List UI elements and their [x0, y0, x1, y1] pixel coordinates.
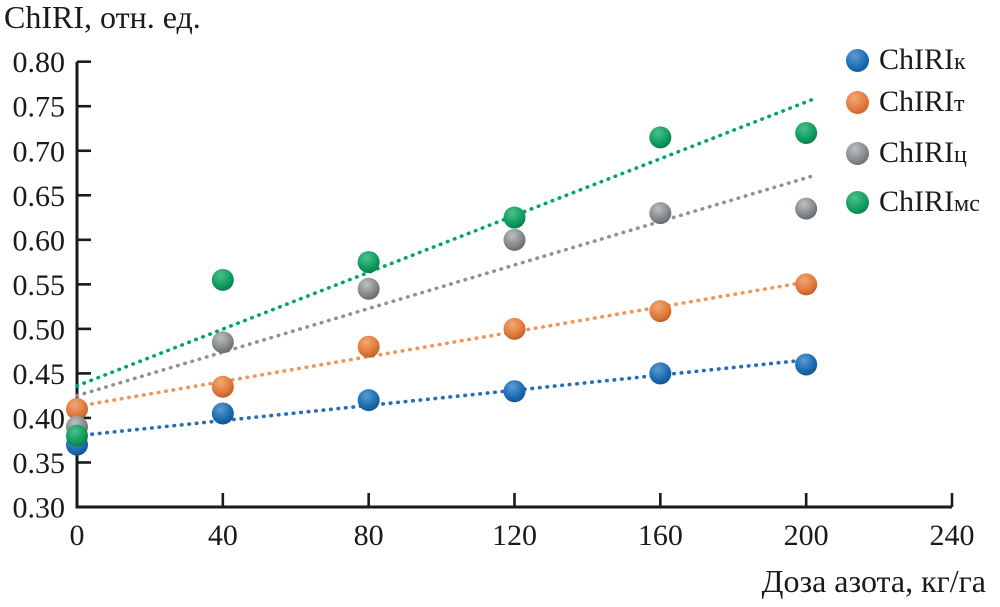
data-point: [211, 402, 234, 425]
legend-label: ChIRIк: [879, 43, 966, 76]
data-point: [649, 362, 672, 385]
series-ChIRIц: [66, 197, 818, 438]
y-tick-label: 0.60: [13, 224, 66, 257]
data-point: [503, 317, 526, 340]
series-ChIRIк: [66, 353, 818, 456]
trend-line-3: [75, 97, 816, 388]
x-tick-label: 200: [784, 519, 829, 552]
data-point: [211, 268, 234, 291]
y-tick-label: 0.35: [13, 447, 66, 480]
legend-marker-chiri-k: [846, 48, 869, 72]
data-point: [649, 300, 672, 323]
series-ChIRIмс: [66, 121, 818, 447]
y-tick-label: 0.80: [13, 46, 66, 79]
y-tick-label: 0.45: [13, 358, 66, 391]
x-tick-label: 40: [208, 519, 238, 552]
data-point: [66, 398, 88, 421]
data-point: [795, 273, 818, 296]
legend-item-chiri-ms: ChIRIмс: [846, 185, 980, 218]
data-point: [357, 251, 380, 274]
legend: ChIRIк ChIRIт ChIRIц ChIRIмс: [846, 43, 980, 218]
data-point: [211, 331, 234, 354]
legend-label: ChIRIмс: [879, 185, 980, 218]
data-point: [503, 380, 526, 403]
series-ChIRIт: [66, 273, 818, 421]
legend-item-chiri-k: ChIRIк: [846, 43, 980, 76]
legend-marker-chiri-t: [846, 90, 869, 114]
trend-line-2: [75, 173, 816, 398]
data-point: [211, 375, 234, 398]
data-point: [649, 126, 672, 149]
data-point: [357, 335, 380, 358]
chart-title: ChIRI, отн. ед.: [4, 0, 201, 35]
y-tick-label: 0.55: [13, 269, 66, 302]
data-point: [795, 121, 818, 144]
legend-marker-chiri-ms: [846, 190, 869, 214]
y-tick-label: 0.30: [13, 492, 66, 525]
x-tick-label: 240: [930, 519, 975, 552]
x-tick-label: 0: [70, 519, 85, 552]
data-point: [649, 202, 672, 225]
data-point: [66, 424, 88, 447]
legend-item-chiri-t: ChIRIт: [846, 85, 980, 118]
legend-label: ChIRIц: [879, 136, 967, 169]
y-tick-label: 0.75: [13, 91, 66, 124]
trend-lines: [75, 97, 816, 438]
trend-line-0: [75, 357, 816, 438]
data-point: [503, 206, 526, 229]
data-point: [795, 353, 818, 376]
data-point: [357, 277, 380, 300]
x-tick-label: 80: [354, 519, 384, 552]
y-tick-label: 0.40: [13, 402, 66, 435]
axes: 0.30 0.35 0.40 0.45 0.50 0.55 0.60 0.65 0.70 0.75…: [13, 46, 975, 552]
x-tick-label: 160: [638, 519, 683, 552]
x-tick-label: 120: [492, 519, 537, 552]
x-axis-label: Доза азота, кг/га: [761, 563, 986, 599]
legend-label: ChIRIт: [879, 85, 965, 118]
data-point: [357, 389, 380, 412]
y-tick-label: 0.65: [13, 180, 66, 213]
legend-marker-chiri-ts: [846, 141, 869, 165]
legend-item-chiri-ts: ChIRIц: [846, 136, 980, 169]
y-tick-label: 0.70: [13, 135, 66, 168]
trend-line-1: [75, 278, 816, 409]
data-point: [503, 228, 526, 251]
data-point: [795, 197, 818, 220]
y-tick-label: 0.50: [13, 313, 66, 346]
